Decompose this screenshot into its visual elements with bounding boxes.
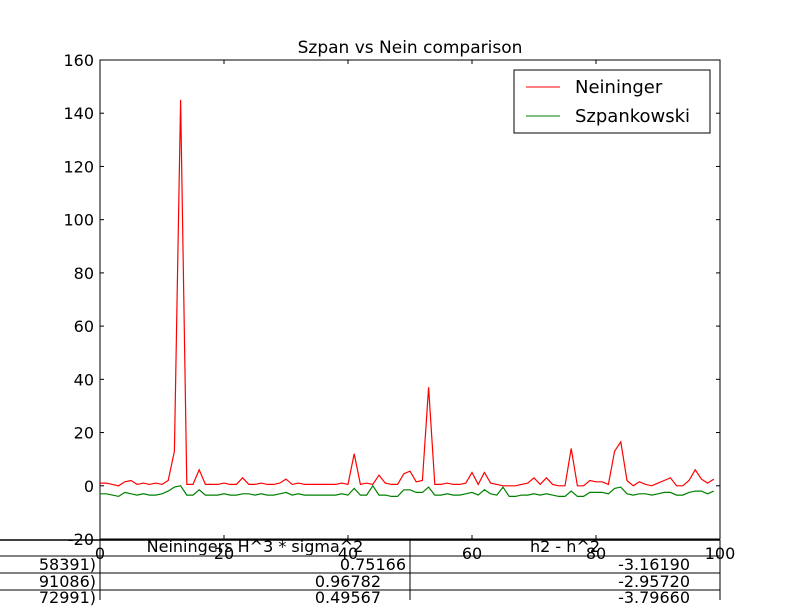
x-tick-label: 40 <box>338 544 358 563</box>
legend-label-neininger: Neininger <box>575 77 663 98</box>
y-tick-label: 160 <box>63 51 94 70</box>
table-row-label: 72991) <box>38 590 96 606</box>
series-line-neininger <box>100 99 715 487</box>
legend: Neininger Szpankowski <box>513 69 711 134</box>
x-tick-label: 80 <box>586 544 606 563</box>
data-table <box>0 539 721 600</box>
y-tick-label: 60 <box>74 317 94 336</box>
y-tick-label: 0 <box>84 477 94 496</box>
y-tick-label: 40 <box>74 370 94 389</box>
chart-title: Szpan vs Nein comparison <box>298 38 523 58</box>
table-cell: 0.96782 <box>314 574 381 590</box>
y-tick-label: 140 <box>63 104 94 123</box>
y-tick-label: 120 <box>63 157 94 176</box>
table-cell: -2.95720 <box>618 574 690 590</box>
table-cell: -3.16190 <box>618 557 690 573</box>
x-tick-label: 60 <box>462 544 482 563</box>
legend-box <box>513 69 711 134</box>
x-axis: 0 20 40 60 80 100 <box>95 60 735 563</box>
table-row-label: 58391) <box>38 557 96 573</box>
legend-label-szpankowski: Szpankowski <box>575 106 690 127</box>
plot-area <box>99 59 721 540</box>
y-tick-label: 100 <box>63 211 94 230</box>
table-cell: 0.75166 <box>339 557 406 573</box>
series-line-szpankowski <box>100 484 715 498</box>
x-tick-label: 20 <box>214 544 234 563</box>
table-header-h2: h2 - h^2 <box>530 539 600 555</box>
y-tick-label: 20 <box>74 424 94 443</box>
table-row-label: 91086) <box>38 574 96 590</box>
table-cell: 0.49567 <box>314 590 381 606</box>
table-cell: -3.79660 <box>618 590 690 606</box>
y-tick-label: 80 <box>74 264 94 283</box>
series-layer <box>100 99 715 498</box>
table-header-neiningers: Neiningers H^3 * sigma^2 <box>146 539 364 555</box>
